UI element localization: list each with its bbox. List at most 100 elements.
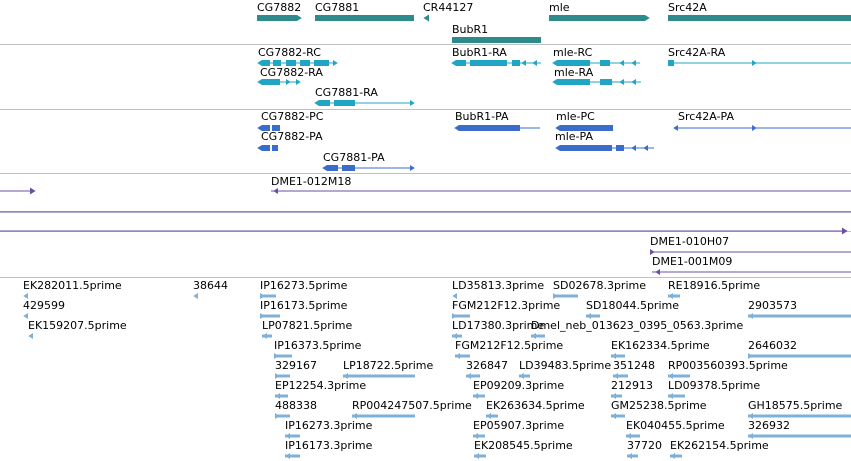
est-glyph[interactable]: [274, 354, 292, 358]
transcript-label[interactable]: BubR1-PA: [455, 110, 509, 123]
gene-glyph-strand-arrow[interactable]: [297, 15, 302, 21]
est-glyph[interactable]: [473, 394, 485, 398]
est-glyph[interactable]: [553, 293, 558, 299]
est-glyph[interactable]: [748, 313, 753, 319]
est-glyph[interactable]: [275, 414, 290, 418]
est-glyph[interactable]: [274, 353, 279, 359]
est-glyph[interactable]: [285, 433, 290, 439]
transcript-glyph-exon[interactable]: [334, 100, 355, 106]
est-label[interactable]: 38644: [193, 279, 228, 292]
transcript-glyph-exon[interactable]: [262, 79, 280, 85]
est-glyph[interactable]: [275, 373, 280, 379]
est-label[interactable]: RP004247507.5prime: [352, 399, 472, 412]
transcript-glyph-strand-arrow[interactable]: [451, 60, 456, 66]
est-glyph[interactable]: [531, 334, 545, 338]
gene-glyph-exon[interactable]: [257, 15, 297, 21]
est-glyph[interactable]: [748, 413, 753, 419]
est-glyph[interactable]: [23, 313, 28, 319]
est-glyph[interactable]: [486, 413, 491, 419]
est-glyph[interactable]: [262, 333, 267, 339]
est-glyph[interactable]: [626, 433, 631, 439]
est-glyph[interactable]: [668, 294, 680, 298]
transcript-glyph-strand-arrow[interactable]: [555, 125, 560, 131]
clone-label[interactable]: DME1-010H07: [650, 235, 730, 248]
transcript-glyph-strand-arrow[interactable]: [322, 165, 327, 171]
transcript-label[interactable]: CG7881-PA: [323, 151, 385, 164]
est-glyph[interactable]: [473, 433, 478, 439]
est-glyph[interactable]: [352, 414, 415, 418]
est-glyph[interactable]: [260, 294, 276, 298]
gene-label[interactable]: BubR1: [452, 23, 489, 36]
transcript-glyph-exon[interactable]: [557, 60, 590, 66]
transcript-label[interactable]: BubR1-RA: [452, 46, 507, 59]
transcript-glyph-exon[interactable]: [456, 60, 466, 66]
est-glyph[interactable]: [28, 333, 33, 339]
est-glyph[interactable]: [748, 414, 851, 418]
gene-glyph-strand-arrow[interactable]: [645, 15, 650, 21]
gene-label[interactable]: CG7881: [315, 1, 360, 14]
est-glyph[interactable]: [275, 394, 288, 398]
transcript-label[interactable]: CG7882-PA: [261, 130, 323, 143]
est-label[interactable]: EK040455.5prime: [626, 419, 725, 432]
est-label[interactable]: EP12254.3prime: [275, 379, 367, 392]
clone-label[interactable]: DME1-001M09: [652, 255, 733, 268]
transcript-glyph-strand-arrow[interactable]: [296, 79, 301, 85]
est-glyph[interactable]: [519, 373, 524, 379]
transcript-glyph-strand-arrow[interactable]: [552, 79, 557, 85]
est-glyph[interactable]: [611, 354, 625, 358]
transcript-glyph-exon[interactable]: [300, 60, 310, 66]
est-glyph[interactable]: [668, 394, 685, 398]
est-label[interactable]: 429599: [23, 299, 65, 312]
transcript-glyph-exon[interactable]: [616, 145, 624, 151]
est-label[interactable]: LD35813.3prime: [452, 279, 545, 292]
transcript-glyph-strand-arrow[interactable]: [643, 145, 648, 151]
est-glyph[interactable]: [343, 374, 415, 378]
transcript-glyph-strand-arrow[interactable]: [619, 79, 624, 85]
est-label[interactable]: LD09378.5prime: [668, 379, 761, 392]
transcript-glyph-exon[interactable]: [557, 79, 590, 85]
est-glyph[interactable]: [260, 313, 265, 319]
transcript-glyph-strand-arrow[interactable]: [410, 165, 415, 171]
est-glyph[interactable]: [748, 353, 753, 359]
gene-glyph-exon[interactable]: [668, 15, 851, 21]
est-label[interactable]: EP05907.3prime: [473, 419, 565, 432]
clone-glyph[interactable]: [842, 227, 848, 235]
gene-glyph-exon[interactable]: [452, 37, 541, 43]
est-glyph[interactable]: [466, 373, 471, 379]
est-label[interactable]: 2903573: [748, 299, 797, 312]
transcript-glyph-strand-arrow[interactable]: [619, 60, 624, 66]
est-label[interactable]: 326932: [748, 419, 790, 432]
transcript-glyph-exon[interactable]: [262, 125, 270, 131]
est-glyph[interactable]: [668, 373, 673, 379]
est-glyph[interactable]: [23, 293, 28, 299]
est-glyph[interactable]: [260, 314, 280, 318]
transcript-glyph-strand-arrow[interactable]: [257, 125, 262, 131]
est-glyph[interactable]: [613, 373, 618, 379]
est-glyph[interactable]: [668, 374, 690, 378]
transcript-glyph-strand-arrow[interactable]: [333, 60, 338, 66]
est-glyph[interactable]: [486, 414, 498, 418]
est-label[interactable]: RP003560393.5prime: [668, 359, 788, 372]
transcript-glyph-strand-arrow[interactable]: [257, 60, 262, 66]
gene-glyph-exon[interactable]: [549, 15, 645, 21]
est-label[interactable]: FGM212F12.3prime: [452, 299, 561, 312]
gene-label[interactable]: Src42A: [668, 1, 707, 14]
est-glyph[interactable]: [748, 434, 851, 438]
est-label[interactable]: IP16273.5prime: [260, 279, 348, 292]
est-label[interactable]: IP16273.3prime: [285, 419, 373, 432]
est-label[interactable]: 212913: [611, 379, 653, 392]
transcript-glyph-strand-arrow[interactable]: [631, 145, 636, 151]
transcript-glyph-exon[interactable]: [600, 79, 612, 85]
est-label[interactable]: 488338: [275, 399, 317, 412]
est-label[interactable]: 326847: [466, 359, 508, 372]
transcript-glyph-strand-arrow[interactable]: [257, 145, 262, 151]
transcript-glyph-exon[interactable]: [273, 60, 281, 66]
est-glyph[interactable]: [668, 293, 673, 299]
est-label[interactable]: EK162334.5prime: [611, 339, 710, 352]
est-label[interactable]: EK208545.5prime: [474, 439, 573, 452]
transcript-glyph-exon[interactable]: [327, 165, 338, 171]
est-glyph[interactable]: [611, 413, 616, 419]
transcript-glyph-exon[interactable]: [272, 145, 278, 151]
est-glyph[interactable]: [275, 393, 280, 399]
est-label[interactable]: IP16173.3prime: [285, 439, 373, 452]
